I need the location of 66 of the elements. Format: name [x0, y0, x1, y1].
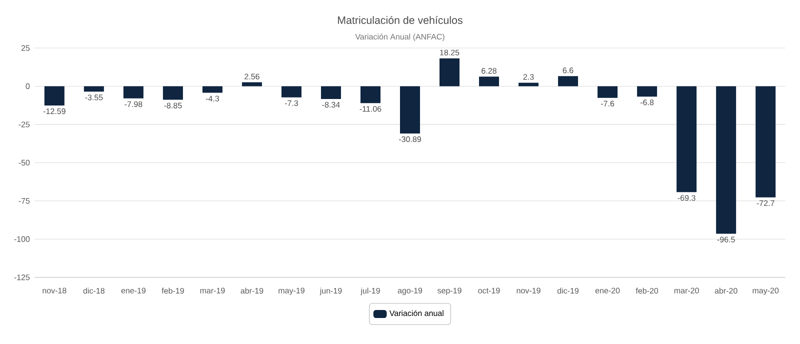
data-label: -8.34 [322, 102, 340, 108]
bar [162, 86, 183, 100]
y-tick-label: -75 [18, 198, 30, 204]
data-label: 6.6 [562, 68, 574, 74]
bar [598, 86, 618, 98]
x-tick-label: ago-19 [398, 288, 422, 295]
data-label: -12.59 [43, 108, 66, 114]
data-label: 2.3 [523, 74, 534, 80]
bar [84, 86, 104, 92]
data-label: -96.5 [717, 236, 735, 242]
y-tick-label: -100 [14, 236, 30, 242]
legend-label: Variación anual [389, 310, 444, 316]
bar [360, 86, 380, 104]
y-tick-label: 0 [26, 83, 30, 90]
data-label: -6.8 [640, 100, 654, 106]
data-label: -69.3 [678, 195, 696, 201]
x-tick-label: may-20 [752, 288, 779, 295]
data-label: -8.85 [164, 102, 182, 108]
bar [558, 76, 578, 86]
data-label: 18.25 [440, 50, 460, 56]
x-tick-label: ene-20 [595, 288, 620, 294]
bar [676, 86, 697, 192]
data-label: -7.3 [284, 100, 298, 106]
bar [44, 86, 64, 106]
x-tick-label: jun-19 [320, 288, 342, 296]
x-tick-label: abr-20 [714, 288, 738, 294]
x-tick-label: nov-18 [42, 288, 66, 294]
bar [518, 82, 539, 86]
x-tick-label: feb-20 [636, 288, 658, 294]
x-tick-label: abr-19 [240, 288, 264, 294]
bar [479, 76, 500, 86]
bar [716, 86, 736, 234]
chart-subtitle: Variación Anual (ANFAC) [355, 34, 444, 42]
bar [320, 86, 341, 99]
data-label: -3.55 [85, 94, 103, 100]
chart-title: Matriculación de vehículos [338, 16, 462, 24]
y-tick-label: 25 [21, 45, 30, 51]
data-label: -7.6 [601, 100, 614, 106]
x-tick-label: ene-19 [121, 288, 146, 294]
data-label: -11.06 [360, 106, 382, 112]
x-tick-label: dic-18 [83, 288, 104, 294]
y-tick-label: -50 [18, 160, 30, 166]
data-label: -4.3 [206, 96, 219, 102]
data-label: 6.28 [482, 68, 496, 74]
bar [440, 58, 460, 86]
bar [637, 86, 658, 97]
data-label: 2.56 [244, 74, 260, 80]
bar [756, 86, 776, 198]
x-tick-label: mar-19 [200, 288, 225, 294]
bar [202, 86, 222, 93]
x-tick-label: sep-19 [438, 288, 462, 295]
data-label: -72.7 [756, 200, 774, 206]
bar [281, 86, 302, 98]
bar [123, 86, 144, 98]
x-tick-label: jul-19 [360, 288, 380, 296]
bar [400, 86, 420, 134]
x-tick-label: may-19 [278, 288, 304, 295]
x-tick-label: nov-19 [516, 288, 540, 294]
x-tick-label: mar-20 [674, 288, 699, 294]
x-tick-label: dic-19 [557, 288, 579, 294]
data-label: -30.89 [399, 136, 421, 142]
y-tick-label: -125 [14, 274, 30, 280]
data-label: -7.98 [124, 101, 142, 108]
x-tick-label: oct-19 [478, 288, 500, 294]
x-tick-label: feb-19 [162, 288, 184, 294]
y-tick-label: -25 [18, 122, 30, 128]
